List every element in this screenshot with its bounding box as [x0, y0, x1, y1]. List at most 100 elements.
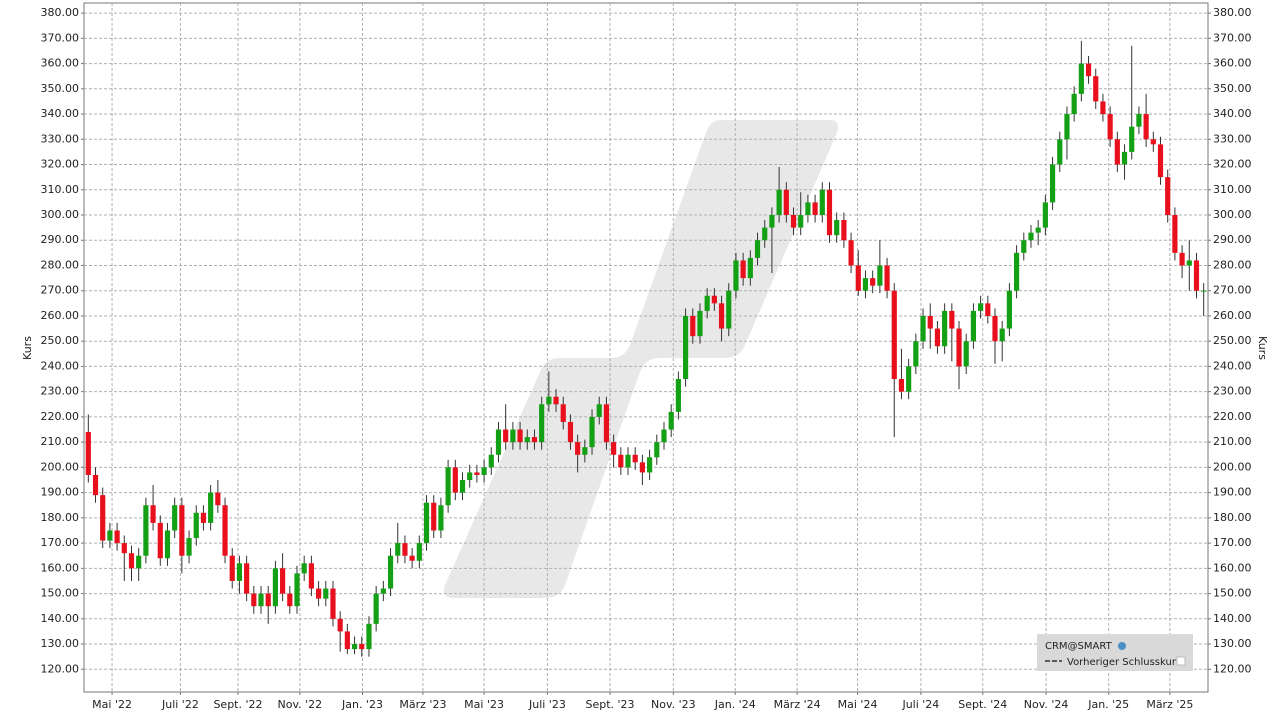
candle-body	[294, 573, 300, 607]
candle-body	[287, 593, 293, 607]
candle-body	[1006, 290, 1012, 329]
candle-body	[956, 328, 962, 367]
y-tick-label: 260.00	[41, 309, 80, 322]
candle-body	[488, 454, 494, 468]
candle-body	[898, 379, 905, 392]
y2-tick-label: 240.00	[1213, 359, 1252, 372]
candle-body	[280, 568, 286, 594]
y-tick-label: 360.00	[41, 57, 80, 70]
candle-body	[546, 396, 552, 405]
candle-body	[308, 563, 314, 589]
x-tick-label: Mai '22	[92, 698, 132, 711]
candle-body	[798, 215, 804, 228]
candle-body	[495, 429, 502, 455]
candle-body	[1121, 151, 1128, 165]
x-tick-label: März '25	[1146, 698, 1193, 711]
y-tick-label: 180.00	[41, 511, 80, 524]
candle-body	[423, 502, 430, 544]
candle-body	[711, 295, 717, 304]
candle-body	[157, 522, 163, 559]
candle-body	[222, 505, 228, 556]
candle-body	[812, 202, 818, 215]
candle-body	[1114, 139, 1120, 165]
candle-body	[1179, 252, 1185, 266]
y-tick-label: 150.00	[41, 587, 80, 600]
y2-tick-label: 280.00	[1213, 258, 1252, 271]
watermark	[443, 120, 838, 598]
candle-body	[380, 588, 386, 594]
y-tick-label: 350.00	[41, 82, 80, 95]
y2-tick-label: 380.00	[1213, 6, 1252, 19]
candle-body	[668, 411, 674, 430]
y2-tick-label: 130.00	[1213, 637, 1252, 650]
candle-body	[906, 366, 912, 392]
candle-body	[92, 474, 99, 496]
candle-body	[164, 530, 171, 559]
candle-body	[121, 543, 127, 554]
y2-tick-label: 190.00	[1213, 486, 1252, 499]
legend-checkbox[interactable]	[1176, 656, 1186, 666]
candle-body	[1100, 101, 1106, 115]
y-tick-label: 230.00	[41, 385, 80, 398]
candle-body	[891, 290, 897, 380]
candle-body	[690, 315, 696, 337]
y-tick-label: 140.00	[41, 612, 80, 625]
candle-body	[215, 492, 221, 506]
y-tick-label: 320.00	[41, 158, 80, 171]
candle-body	[524, 437, 530, 443]
candle-body	[337, 618, 343, 632]
candle-body	[762, 227, 768, 241]
candle-body	[1078, 63, 1084, 94]
candle-body	[1129, 126, 1135, 152]
y-tick-label: 310.00	[41, 183, 80, 196]
x-tick-label: Sept. '24	[958, 698, 1007, 711]
candle-body	[855, 265, 861, 291]
candle-body	[567, 421, 574, 443]
candle-body	[517, 429, 523, 443]
y-tick-label: 380.00	[41, 6, 80, 19]
candle-body	[718, 303, 725, 329]
y2-tick-label: 250.00	[1213, 334, 1252, 347]
y-tick-label: 330.00	[41, 132, 80, 145]
candle-body	[1165, 177, 1171, 215]
y-tick-label: 270.00	[41, 284, 80, 297]
y-tick-label: 220.00	[41, 410, 80, 423]
y-tick-label: 280.00	[41, 258, 80, 271]
candle-body	[229, 555, 235, 581]
candle-body	[539, 404, 545, 443]
candle-body	[834, 220, 840, 236]
candle-body	[1042, 202, 1048, 228]
candle-body	[704, 295, 710, 311]
candle-body	[193, 512, 199, 539]
candle-body	[877, 265, 883, 286]
candle-body	[481, 467, 487, 475]
candle-body	[373, 593, 379, 624]
candle-body	[999, 328, 1005, 342]
x-tick-label: Juli '23	[528, 698, 566, 711]
y2-axis-label: Kurs	[1256, 336, 1269, 360]
legend-box	[1037, 634, 1193, 671]
candle-body	[963, 341, 969, 367]
candle-body	[819, 189, 825, 215]
candle-body	[675, 379, 681, 412]
candle-body	[258, 593, 264, 607]
candle-body	[841, 220, 847, 241]
y2-tick-label: 310.00	[1213, 183, 1252, 196]
candle-body	[431, 502, 437, 531]
candle-body	[783, 189, 789, 215]
y2-tick-label: 180.00	[1213, 511, 1252, 524]
candle-body	[474, 472, 480, 475]
candle-body	[726, 290, 732, 329]
y2-tick-label: 150.00	[1213, 587, 1252, 600]
candle-body	[618, 454, 624, 468]
candle-body	[740, 260, 746, 279]
x-tick-label: Juli '22	[161, 698, 199, 711]
candle-body	[531, 437, 538, 443]
candle-body	[107, 530, 113, 541]
candle-body	[826, 189, 833, 236]
candle-body	[330, 588, 336, 619]
x-tick-label: Mai '23	[464, 698, 504, 711]
candle-body	[265, 593, 271, 607]
x-tick-label: März '24	[774, 698, 821, 711]
candle-body	[409, 555, 415, 561]
